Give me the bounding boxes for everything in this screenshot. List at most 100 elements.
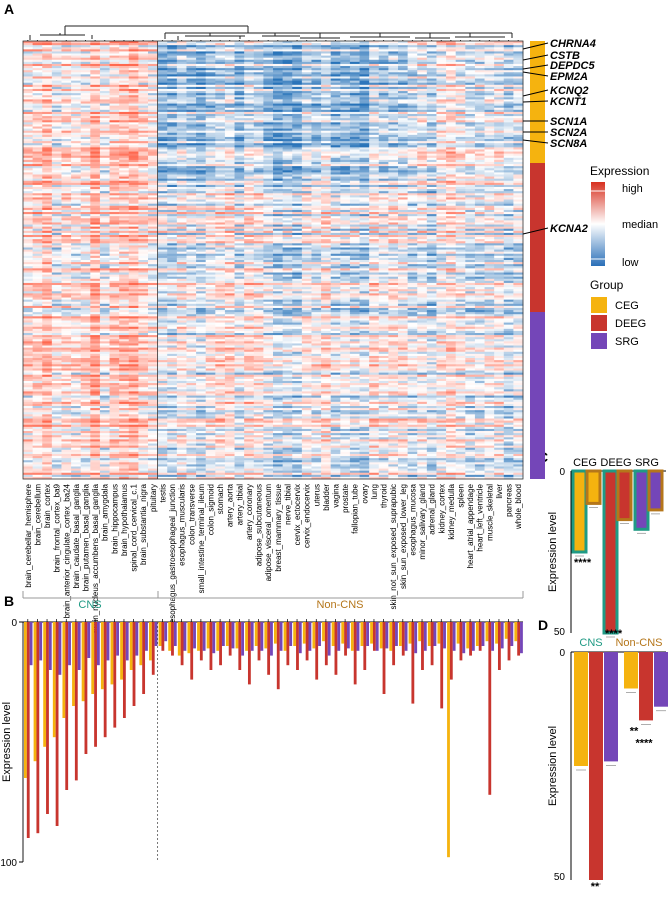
heatmap-cell	[407, 55, 418, 59]
heatmap-cell	[321, 99, 332, 102]
heatmap-cell	[71, 45, 82, 48]
heatmap-cell	[301, 120, 312, 123]
heatmap-cell	[474, 59, 485, 63]
heatmap-cell	[321, 47, 332, 50]
heatmap-cell	[417, 93, 428, 96]
heatmap-cell	[388, 136, 399, 140]
heatmap-cell	[311, 61, 322, 65]
heatmap-cell	[446, 139, 457, 142]
heatmap-cell	[80, 88, 91, 92]
heatmap-cell	[23, 120, 34, 123]
heatmap-cell	[263, 124, 274, 127]
heatmap-cell	[215, 76, 226, 79]
heatmap-cell	[90, 111, 101, 115]
heatmap-cell	[465, 68, 476, 71]
heatmap-cell	[32, 70, 43, 73]
heatmap-cell	[388, 47, 399, 50]
heatmap-cell	[196, 84, 207, 88]
heatmap-cell	[369, 68, 380, 71]
heatmap-cell	[196, 141, 207, 144]
heatmap-cell	[369, 101, 380, 104]
heatmap-cell	[80, 59, 91, 63]
heatmap-cell	[378, 76, 389, 79]
heatmap-cell	[474, 99, 485, 102]
heatmap-cell	[311, 141, 322, 144]
heatmap-cell	[51, 111, 62, 115]
heatmap-cell	[282, 55, 293, 59]
heatmap-cell	[71, 53, 82, 56]
heatmap-cell	[51, 134, 62, 138]
heatmap-cell	[99, 124, 110, 127]
heatmap-cell	[369, 43, 380, 46]
heatmap-cell	[167, 149, 178, 152]
heatmap-cell	[90, 51, 101, 54]
heatmap-cell	[109, 66, 120, 69]
heatmap-cell	[388, 82, 399, 86]
heatmap-cell	[205, 93, 216, 96]
heatmap-cell	[119, 103, 130, 107]
heatmap-cell	[61, 86, 72, 90]
heatmap-cell	[234, 49, 245, 52]
heatmap-cell	[311, 66, 322, 69]
heatmap-cell	[234, 59, 245, 63]
heatmap-cell	[157, 147, 168, 150]
heatmap-cell	[436, 93, 447, 96]
heatmap-cell	[311, 122, 322, 125]
heatmap-cell	[311, 151, 322, 155]
heatmap-cell	[138, 136, 149, 140]
heatmap-cell	[417, 132, 428, 136]
heatmap-cell	[426, 109, 437, 113]
heatmap-cell	[253, 78, 264, 82]
heatmap-cell	[349, 103, 360, 107]
heatmap-cell	[417, 105, 428, 109]
heatmap-cell	[157, 63, 168, 67]
heatmap-cell	[99, 109, 110, 113]
heatmap-cell	[23, 95, 34, 98]
heatmap-cell	[23, 149, 34, 152]
heatmap-cell	[176, 70, 187, 73]
heatmap-cell	[196, 116, 207, 119]
heatmap-cell	[282, 72, 293, 75]
heatmap-cell	[282, 41, 293, 44]
heatmap-cell	[253, 105, 264, 109]
heatmap-cell	[465, 93, 476, 96]
heatmap-cell	[321, 143, 332, 146]
heatmap-cell	[349, 149, 360, 152]
heatmap-cell	[474, 147, 485, 150]
heatmap-cell	[301, 82, 312, 86]
heatmap-cell	[80, 70, 91, 73]
heatmap-cell	[32, 51, 43, 54]
heatmap-cell	[215, 149, 226, 152]
heatmap-cell	[32, 93, 43, 96]
heatmap-cell	[196, 134, 207, 138]
heatmap-cell	[167, 126, 178, 129]
heatmap-cell	[426, 88, 437, 92]
heatmap-cell	[263, 51, 274, 54]
heatmap-cell	[503, 49, 514, 52]
heatmap-cell	[446, 88, 457, 92]
heatmap-cell	[369, 128, 380, 132]
heatmap-cell	[273, 149, 284, 152]
heatmap-cell	[369, 88, 380, 92]
heatmap-cell	[128, 109, 139, 113]
heatmap-cell	[484, 97, 495, 100]
heatmap-cell	[23, 103, 34, 107]
heatmap-cell	[224, 120, 235, 123]
heatmap-cell	[263, 99, 274, 102]
heatmap-cell	[42, 74, 53, 77]
heatmap-cell	[484, 93, 495, 96]
heatmap-cell	[186, 149, 197, 152]
heatmap-cell	[426, 151, 437, 155]
heatmap-cell	[32, 55, 43, 59]
heatmap-cell	[474, 141, 485, 144]
heatmap-cell	[292, 84, 303, 88]
heatmap-cell	[474, 114, 485, 117]
heatmap-cell	[215, 63, 226, 67]
heatmap-cell	[282, 120, 293, 123]
heatmap-cell	[32, 59, 43, 63]
heatmap-cell	[436, 139, 447, 142]
heatmap-cell	[263, 91, 274, 94]
heatmap-cell	[215, 126, 226, 129]
heatmap-cell	[311, 97, 322, 100]
heatmap-cell	[61, 57, 72, 61]
